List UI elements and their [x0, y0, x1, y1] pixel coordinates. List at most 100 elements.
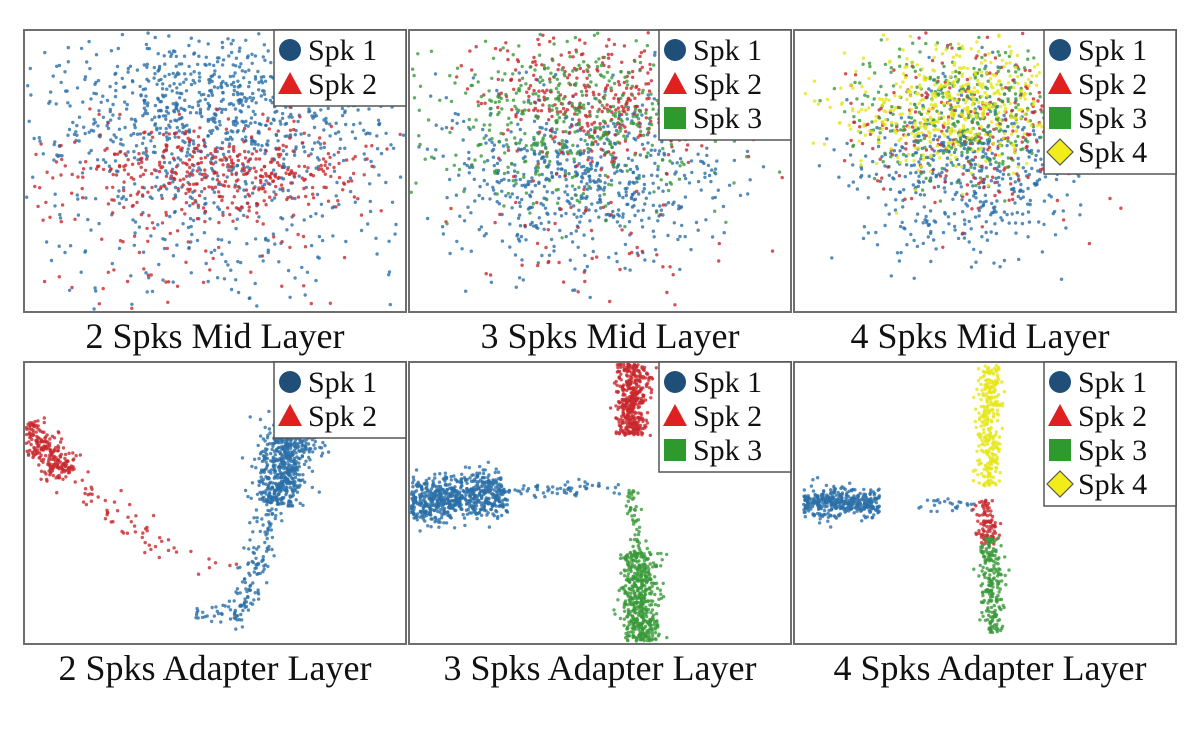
scatter-point	[38, 186, 42, 190]
scatter-point	[538, 80, 542, 85]
scatter-point	[825, 137, 829, 141]
scatter-point	[181, 161, 185, 165]
scatter-point	[1061, 218, 1066, 222]
scatter-point	[656, 164, 660, 169]
scatter-point	[356, 108, 360, 112]
scatter-point	[265, 536, 269, 541]
scatter-point	[506, 165, 510, 169]
scatter-point	[583, 185, 587, 189]
scatter-point	[161, 82, 165, 86]
scatter-point	[273, 516, 277, 521]
scatter-point	[882, 101, 886, 105]
scatter-point	[108, 107, 113, 112]
scatter-point	[680, 223, 684, 228]
scatter-point	[874, 172, 879, 176]
scatter-point	[132, 156, 137, 160]
scatter-point	[203, 141, 207, 145]
scatter-point	[905, 57, 909, 61]
scatter-point	[491, 185, 495, 189]
scatter-point	[621, 215, 625, 219]
scatter-point	[296, 119, 300, 124]
scatter-point	[509, 161, 514, 166]
scatter-point	[883, 164, 887, 168]
scatter-point	[849, 138, 853, 143]
scatter-point	[164, 126, 168, 131]
scatter-point	[985, 105, 989, 110]
scatter-point	[623, 266, 627, 270]
scatter-point	[746, 192, 750, 196]
scatter-point	[686, 143, 690, 147]
scatter-point	[951, 114, 956, 119]
scatter-point	[150, 135, 155, 139]
scatter-point	[77, 139, 81, 143]
scatter-point	[255, 211, 259, 215]
scatter-point	[988, 148, 993, 153]
scatter-point	[240, 98, 244, 102]
scatter-point	[140, 185, 145, 189]
scatter-point	[881, 33, 885, 37]
scatter-point	[324, 160, 328, 164]
scatter-point	[207, 104, 211, 109]
scatter-point	[1078, 213, 1082, 217]
scatter-point	[894, 82, 898, 86]
scatter-point	[602, 96, 606, 101]
scatter-point	[149, 130, 154, 134]
scatter-point	[599, 168, 603, 172]
scatter-point	[467, 157, 471, 161]
scatter-point	[539, 109, 544, 113]
scatter-point	[99, 100, 103, 105]
scatter-point	[240, 580, 245, 584]
scatter-point	[182, 80, 186, 85]
scatter-point	[244, 600, 249, 604]
scatter-point	[625, 112, 629, 116]
scatter-point	[53, 204, 57, 208]
scatter-point	[391, 146, 396, 150]
scatter-point	[173, 185, 178, 190]
scatter-point	[1021, 135, 1025, 139]
scatter-point	[937, 116, 941, 120]
scatter-point	[209, 88, 213, 93]
scatter-point	[595, 126, 599, 130]
scatter-point	[932, 121, 936, 125]
scatter-point	[536, 159, 540, 164]
scatter-point	[615, 220, 620, 224]
scatter-point	[596, 109, 600, 114]
scatter-point	[270, 547, 274, 552]
scatter-point	[248, 521, 252, 525]
scatter-point	[417, 108, 421, 113]
scatter-point	[904, 163, 909, 167]
scatter-point	[254, 563, 258, 567]
scatter-point	[961, 172, 965, 176]
scatter-point	[898, 190, 902, 194]
scatter-point	[336, 130, 341, 134]
scatter-point	[901, 80, 905, 84]
scatter-point	[849, 101, 853, 106]
scatter-point	[611, 104, 616, 109]
scatter-point	[999, 83, 1003, 87]
scatter-point	[472, 177, 476, 181]
scatter-point	[146, 31, 150, 35]
scatter-point	[252, 186, 256, 191]
scatter-point	[537, 42, 541, 47]
scatter-point	[571, 69, 575, 73]
scatter-point	[678, 164, 682, 168]
scatter-point	[549, 128, 553, 132]
scatter-point	[627, 71, 631, 75]
scatter-point	[503, 151, 507, 155]
scatter-point	[506, 170, 510, 175]
scatter-point	[830, 256, 834, 260]
scatter-point	[111, 211, 115, 215]
scatter-point	[984, 220, 988, 224]
scatter-point	[412, 73, 416, 78]
scatter-point	[866, 122, 870, 127]
scatter-point	[280, 240, 284, 244]
scatter-point	[977, 181, 981, 186]
scatter-point	[216, 86, 220, 90]
scatter-point	[165, 87, 169, 91]
scatter-point	[473, 199, 477, 203]
scatter-point	[567, 73, 571, 77]
scatter-point	[412, 96, 417, 100]
scatter-point	[889, 274, 893, 278]
scatter-point	[128, 64, 133, 69]
scatter-point	[313, 446, 317, 451]
